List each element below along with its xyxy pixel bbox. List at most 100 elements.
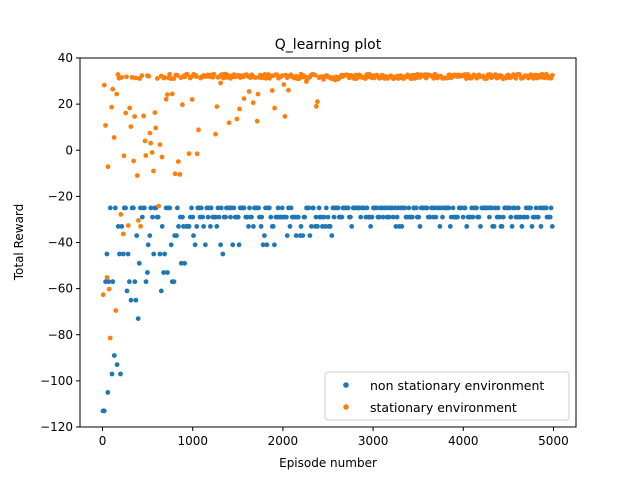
point-stationary bbox=[110, 86, 116, 92]
point-stationary bbox=[143, 153, 149, 158]
y-axis-label: Total Reward bbox=[12, 204, 26, 282]
point-stationary bbox=[169, 91, 175, 97]
point-stationary bbox=[142, 138, 148, 144]
point-non-stationary bbox=[214, 224, 220, 229]
point-stationary bbox=[180, 102, 185, 108]
point-non-stationary bbox=[231, 205, 237, 211]
point-non-stationary bbox=[120, 251, 126, 257]
point-stationary bbox=[119, 75, 125, 80]
point-non-stationary bbox=[284, 233, 290, 239]
point-non-stationary bbox=[118, 371, 123, 377]
point-stationary bbox=[139, 73, 145, 78]
point-stationary bbox=[184, 72, 190, 77]
point-non-stationary bbox=[424, 205, 430, 211]
point-non-stationary bbox=[168, 242, 174, 248]
point-non-stationary bbox=[416, 214, 422, 220]
point-non-stationary bbox=[440, 214, 445, 220]
point-stationary bbox=[128, 124, 134, 129]
point-non-stationary bbox=[192, 242, 198, 248]
y-tick-label: −20 bbox=[48, 189, 73, 203]
point-non-stationary bbox=[259, 214, 265, 220]
point-non-stationary bbox=[142, 205, 147, 211]
point-stationary bbox=[148, 140, 154, 146]
point-non-stationary bbox=[174, 205, 180, 211]
point-non-stationary bbox=[133, 297, 139, 303]
point-non-stationary bbox=[218, 242, 224, 248]
point-non-stationary bbox=[213, 214, 219, 220]
point-non-stationary bbox=[208, 224, 213, 229]
point-stationary bbox=[106, 286, 112, 292]
point-non-stationary bbox=[335, 205, 341, 211]
data-points bbox=[100, 71, 555, 414]
point-non-stationary bbox=[380, 214, 386, 220]
point-non-stationary bbox=[162, 251, 168, 257]
point-non-stationary bbox=[148, 205, 154, 211]
point-non-stationary bbox=[307, 233, 313, 239]
point-non-stationary bbox=[446, 205, 452, 211]
point-stationary bbox=[105, 164, 111, 170]
point-stationary bbox=[101, 82, 107, 88]
point-non-stationary bbox=[329, 233, 335, 239]
point-non-stationary bbox=[549, 224, 555, 229]
point-stationary bbox=[214, 104, 220, 109]
point-non-stationary bbox=[189, 205, 194, 211]
point-stationary bbox=[196, 127, 201, 133]
point-non-stationary bbox=[151, 251, 157, 257]
point-non-stationary bbox=[147, 233, 153, 239]
point-non-stationary bbox=[287, 224, 293, 229]
point-non-stationary bbox=[390, 214, 396, 220]
point-non-stationary bbox=[268, 214, 274, 220]
y-tick-label: −120 bbox=[40, 420, 73, 434]
point-non-stationary bbox=[128, 297, 134, 303]
point-stationary bbox=[136, 218, 141, 223]
point-stationary bbox=[162, 75, 168, 80]
point-non-stationary bbox=[364, 205, 370, 211]
point-non-stationary bbox=[495, 205, 501, 211]
point-non-stationary bbox=[115, 224, 121, 229]
point-non-stationary bbox=[293, 233, 299, 239]
point-non-stationary bbox=[489, 205, 494, 211]
point-non-stationary bbox=[339, 214, 345, 220]
point-non-stationary bbox=[311, 205, 316, 211]
point-non-stationary bbox=[182, 260, 188, 266]
point-non-stationary bbox=[143, 279, 149, 285]
point-non-stationary bbox=[104, 251, 110, 257]
point-stationary bbox=[281, 82, 287, 87]
point-non-stationary bbox=[186, 224, 192, 229]
point-non-stationary bbox=[462, 205, 468, 211]
point-stationary bbox=[282, 114, 288, 119]
point-stationary bbox=[171, 76, 177, 81]
point-non-stationary bbox=[306, 205, 312, 211]
point-non-stationary bbox=[205, 214, 211, 220]
point-stationary bbox=[132, 114, 138, 119]
point-stationary bbox=[151, 168, 156, 174]
y-tick-label: −60 bbox=[48, 282, 73, 296]
point-non-stationary bbox=[258, 224, 264, 229]
point-non-stationary bbox=[103, 279, 108, 285]
point-non-stationary bbox=[161, 270, 167, 275]
point-stationary bbox=[120, 231, 126, 237]
point-non-stationary bbox=[529, 224, 535, 229]
point-non-stationary bbox=[157, 251, 163, 257]
point-stationary bbox=[226, 120, 232, 126]
point-stationary bbox=[550, 72, 555, 78]
point-stationary bbox=[127, 105, 133, 111]
point-non-stationary bbox=[374, 205, 380, 211]
point-stationary bbox=[123, 110, 129, 116]
point-non-stationary bbox=[399, 224, 405, 229]
legend: non stationary environment stationary en… bbox=[324, 371, 570, 421]
point-non-stationary bbox=[241, 205, 247, 211]
point-non-stationary bbox=[111, 353, 117, 358]
point-non-stationary bbox=[136, 260, 142, 266]
y-tick-label: −100 bbox=[40, 374, 73, 388]
point-non-stationary bbox=[246, 224, 251, 229]
point-non-stationary bbox=[247, 205, 252, 211]
y-tick-label: 40 bbox=[58, 51, 73, 65]
point-non-stationary bbox=[499, 224, 505, 229]
x-axis-ticks: 0 1000 2000 3000 4000 5000 bbox=[99, 427, 569, 448]
x-tick-label: 1000 bbox=[177, 434, 208, 448]
point-non-stationary bbox=[150, 214, 155, 220]
point-stationary bbox=[167, 71, 173, 77]
point-non-stationary bbox=[180, 214, 185, 220]
point-non-stationary bbox=[464, 224, 470, 229]
